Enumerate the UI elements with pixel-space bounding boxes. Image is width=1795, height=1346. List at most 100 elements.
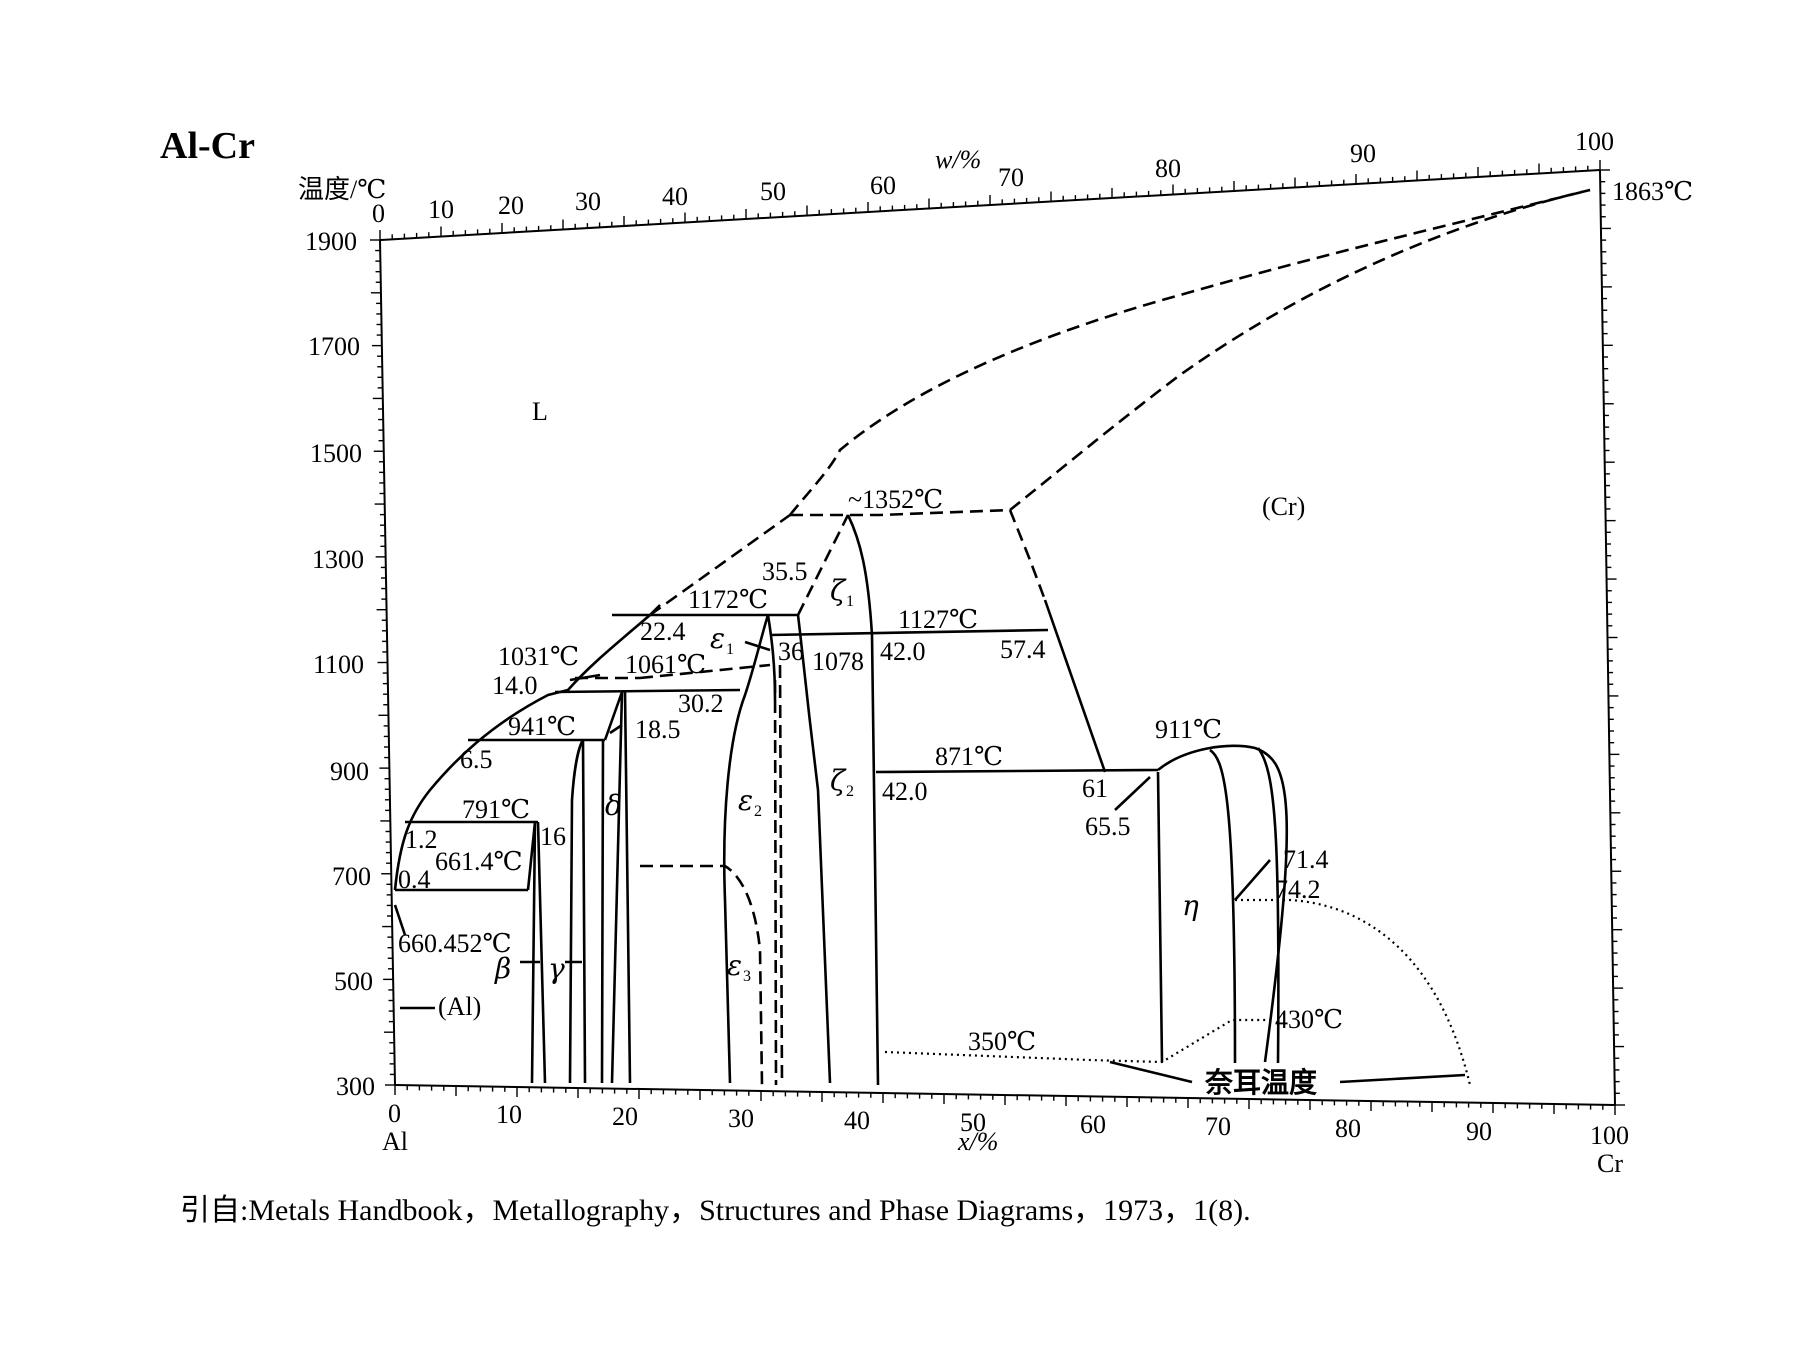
cr-solvus-dashed (1008, 509, 1047, 601)
isotherm-1061-dashed-b (639, 663, 771, 680)
label-1863: 1863℃ (1612, 177, 1693, 206)
neel-pointer-right (1339, 1073, 1466, 1084)
label-1061: 1061℃ (625, 650, 706, 679)
label-35-5: 35.5 (762, 557, 808, 586)
phase-eps1: ε (710, 622, 725, 655)
arrow-660 (393, 904, 407, 936)
bottom-tick-label: 60 (1080, 1110, 1106, 1139)
phase-eta: η (1182, 889, 1199, 922)
liquidus-al-side (393, 604, 661, 891)
label-74-2: 74.2 (1275, 875, 1321, 904)
zeta1-left-solid (796, 614, 832, 1084)
phase-liquid: L (532, 397, 548, 426)
beta-left-boundary (526, 821, 537, 1084)
phase-eps1-sub: 1 (726, 641, 734, 658)
bottom-tick-label: 90 (1466, 1117, 1492, 1146)
bottom-tick-label: 70 (1205, 1112, 1231, 1141)
label-6-5: 6.5 (460, 745, 493, 774)
y-tick-label: 1700 (308, 332, 360, 361)
eps2-left (722, 614, 770, 1084)
label-30-2: 30.2 (678, 689, 724, 718)
top-tick-label: 40 (662, 182, 688, 211)
bottom-tick-label: 100 (1590, 1121, 1629, 1150)
zeta1-right (846, 514, 880, 1086)
phase-eps2-sub: 2 (754, 803, 762, 820)
y-tick-label: 300 (336, 1072, 375, 1101)
phase-beta: β (494, 952, 511, 985)
phase-al: (Al) (438, 992, 481, 1021)
delta-left-boundary (600, 739, 605, 1084)
phase-delta: δ (605, 789, 622, 822)
label-42-0-b: 42.0 (882, 777, 928, 806)
gamma-right-boundary (581, 739, 587, 1084)
label-16: 16 (540, 822, 566, 851)
label-18-5: 18.5 (635, 715, 681, 744)
cr-solvus-solid (1043, 599, 1107, 773)
label-911: 911℃ (1155, 715, 1222, 744)
y-tick-label: 1300 (312, 545, 364, 574)
arrow-71-4 (1234, 859, 1271, 901)
y-tick-label: 900 (330, 757, 369, 786)
liquidus-dashed-arc (788, 188, 1591, 516)
label-14-0: 14.0 (492, 671, 538, 700)
eta-right-inner (1256, 747, 1280, 1064)
neel-pointer-left (1109, 1060, 1193, 1084)
eps2-right-dashed (773, 679, 778, 1086)
top-tick-label: 80 (1155, 154, 1181, 183)
y-axis-label: 温度/℃ (298, 175, 386, 204)
label-1172: 1172℃ (688, 585, 768, 614)
phase-cr: (Cr) (1262, 492, 1305, 521)
label-1-2: 1.2 (405, 825, 438, 854)
label-1127: 1127℃ (898, 605, 978, 634)
delta-right-boundary (603, 691, 624, 1084)
label-660: 660.452℃ (398, 929, 512, 958)
phase-zeta1: ζ (830, 574, 847, 607)
eta-left-boundary (1156, 771, 1164, 1063)
bottom-tick-label: 40 (844, 1106, 870, 1135)
delta-eps-boundary (623, 691, 632, 1084)
eta-dome-outer (1157, 744, 1289, 1063)
citation: 引自:Metals Handbook，Metallography，Structu… (180, 1194, 1251, 1227)
label-791: 791℃ (462, 795, 530, 824)
top-tick-label: 50 (760, 177, 786, 206)
label-941: 941℃ (508, 712, 576, 741)
top-axis-label: w/% (935, 145, 981, 174)
right-element-label: Cr (1597, 1149, 1623, 1178)
phase-zeta2-sub: 2 (846, 783, 854, 800)
isotherm-1127 (769, 628, 1049, 637)
isotherm-871 (875, 768, 1159, 774)
top-tick-label: 60 (870, 171, 896, 200)
left-element-label: Al (382, 1127, 408, 1156)
label-871: 871℃ (935, 742, 1003, 771)
label-661: 661.4℃ (435, 847, 523, 876)
y-tick-label: 700 (332, 862, 371, 891)
y-tick-label: 500 (334, 967, 373, 996)
label-42-0-a: 42.0 (880, 637, 926, 666)
top-tick-label: 100 (1575, 127, 1614, 156)
label-350: 350℃ (968, 1027, 1036, 1056)
neel-dotted-high (1235, 898, 1472, 1086)
top-tick-label: 30 (575, 187, 601, 216)
top-tick-label: 20 (498, 191, 524, 220)
bottom-tick-label: 80 (1335, 1114, 1361, 1143)
phase-eps3-sub: 3 (743, 968, 751, 985)
phase-gamma: γ (548, 952, 565, 985)
isotherm-1031 (554, 688, 741, 694)
gamma-left-boundary (568, 739, 585, 1084)
label-430: 430℃ (1275, 1005, 1343, 1034)
liquidus-dashed-to-peak (790, 508, 1011, 517)
label-71-4: 71.4 (1283, 845, 1329, 874)
solidus-cr-dashed (1009, 188, 1591, 512)
top-tick-label: 70 (998, 163, 1024, 192)
eta-inner (1209, 748, 1237, 1064)
arrow-1031 (569, 673, 601, 682)
label-1031: 1031℃ (498, 642, 579, 671)
phase-eps2: ε (738, 784, 753, 817)
top-tick-label: 90 (1350, 139, 1376, 168)
liquidus-dashed-upper (649, 513, 791, 617)
eps1-boundary-dashed (778, 664, 784, 1086)
label-22-4: 22.4 (640, 617, 686, 646)
label-1078: 1078 (812, 647, 864, 676)
phase-zeta1-sub: 1 (846, 593, 854, 610)
label-65-5: 65.5 (1085, 812, 1131, 841)
